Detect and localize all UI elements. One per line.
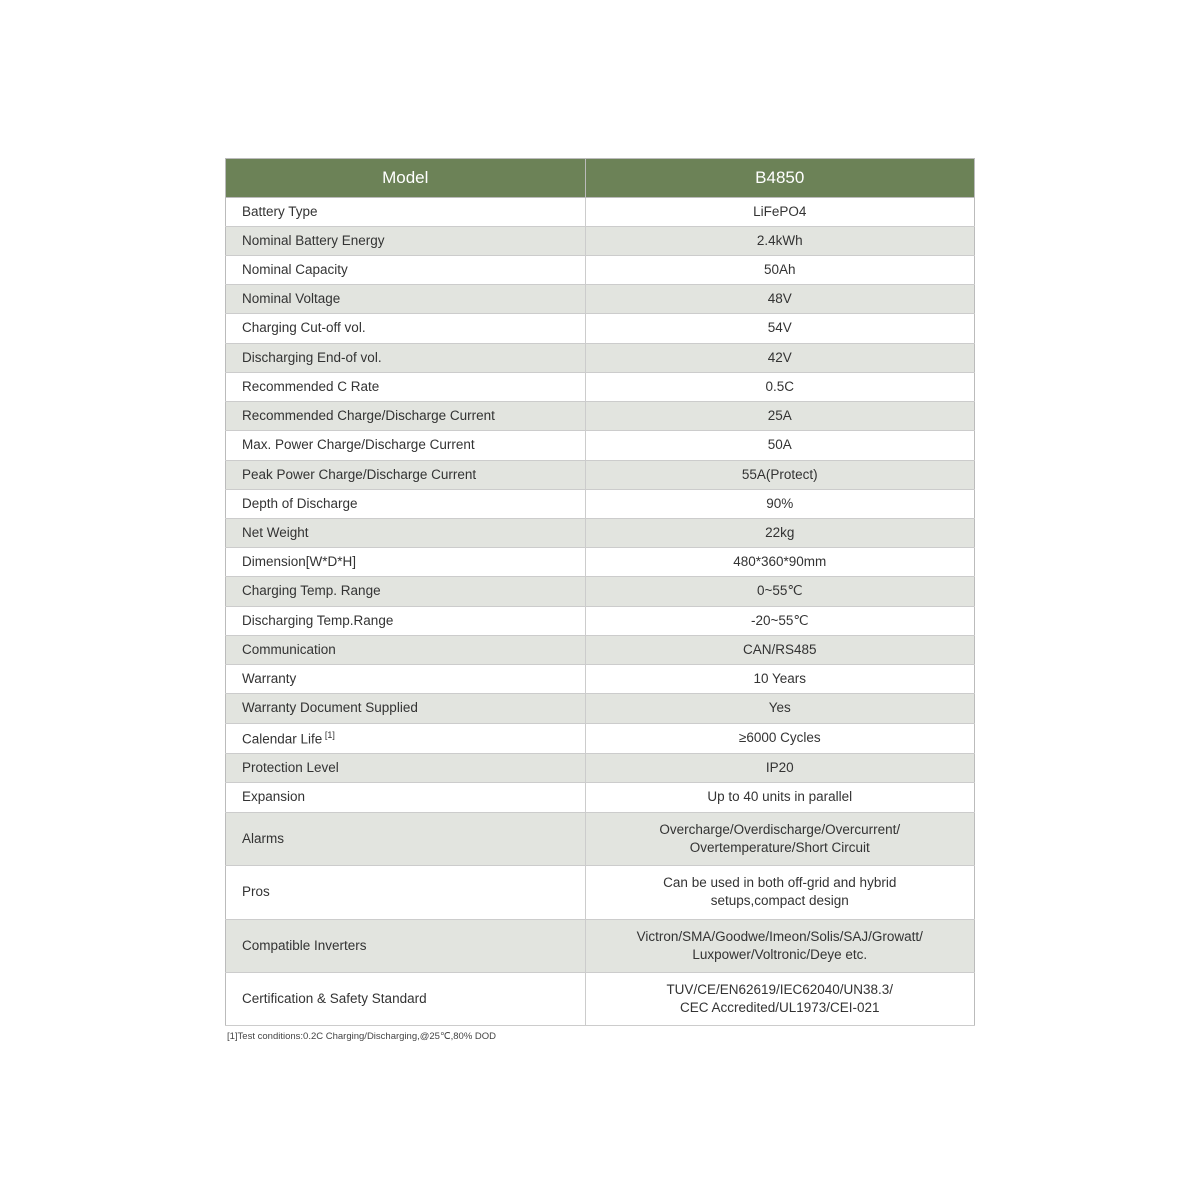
row-value: 25A — [585, 402, 974, 431]
table-header-row: Model B4850 — [226, 158, 975, 197]
row-label: Communication — [226, 635, 586, 664]
row-label: Certification & Safety Standard — [226, 972, 586, 1025]
row-label: Warranty — [226, 665, 586, 694]
row-value: IP20 — [585, 754, 974, 783]
table-row: Calendar Life [1]≥6000 Cycles — [226, 723, 975, 754]
table-row: Protection LevelIP20 — [226, 754, 975, 783]
row-label: Dimension[W*D*H] — [226, 548, 586, 577]
row-value: 55A(Protect) — [585, 460, 974, 489]
row-value: 0~55℃ — [585, 577, 974, 606]
table-row: Discharging End-of vol.42V — [226, 343, 975, 372]
table-row: Charging Cut-off vol.54V — [226, 314, 975, 343]
footnote: [1]Test conditions:0.2C Charging/Dischar… — [225, 1031, 975, 1042]
row-value: 54V — [585, 314, 974, 343]
row-value: Yes — [585, 694, 974, 723]
row-label: Pros — [226, 866, 586, 919]
table-row: Certification & Safety StandardTUV/CE/EN… — [226, 972, 975, 1025]
table-row: CommunicationCAN/RS485 — [226, 635, 975, 664]
table-row: Peak Power Charge/Discharge Current55A(P… — [226, 460, 975, 489]
row-value: 0.5C — [585, 372, 974, 401]
table-row: Discharging Temp.Range-20~55℃ — [226, 606, 975, 635]
spec-table: Model B4850 Battery TypeLiFePO4Nominal B… — [225, 158, 975, 1027]
row-label: Expansion — [226, 783, 586, 812]
row-value: 50A — [585, 431, 974, 460]
row-value: 480*360*90mm — [585, 548, 974, 577]
table-row: Max. Power Charge/Discharge Current50A — [226, 431, 975, 460]
row-value: LiFePO4 — [585, 197, 974, 226]
row-value: 10 Years — [585, 665, 974, 694]
superscript: [1] — [322, 730, 335, 740]
table-row: Recommended C Rate0.5C — [226, 372, 975, 401]
table-row: Compatible InvertersVictron/SMA/Goodwe/I… — [226, 919, 975, 972]
row-value: 22kg — [585, 518, 974, 547]
row-label: Alarms — [226, 812, 586, 865]
table-body: Battery TypeLiFePO4Nominal Battery Energ… — [226, 197, 975, 1026]
table-row: Nominal Battery Energy2.4kWh — [226, 226, 975, 255]
row-value: TUV/CE/EN62619/IEC62040/UN38.3/CEC Accre… — [585, 972, 974, 1025]
row-value: Victron/SMA/Goodwe/Imeon/Solis/SAJ/Growa… — [585, 919, 974, 972]
row-value: Overcharge/Overdischarge/Overcurrent/Ove… — [585, 812, 974, 865]
table-row: Net Weight22kg — [226, 518, 975, 547]
table-row: Warranty Document SuppliedYes — [226, 694, 975, 723]
row-value: 50Ah — [585, 256, 974, 285]
row-label: Compatible Inverters — [226, 919, 586, 972]
row-label: Protection Level — [226, 754, 586, 783]
row-label: Depth of Discharge — [226, 489, 586, 518]
row-label: Recommended C Rate — [226, 372, 586, 401]
row-label: Battery Type — [226, 197, 586, 226]
row-value: 2.4kWh — [585, 226, 974, 255]
row-label: Charging Temp. Range — [226, 577, 586, 606]
row-label: Net Weight — [226, 518, 586, 547]
row-label: Discharging End-of vol. — [226, 343, 586, 372]
row-value: 42V — [585, 343, 974, 372]
table-row: AlarmsOvercharge/Overdischarge/Overcurre… — [226, 812, 975, 865]
row-label: Charging Cut-off vol. — [226, 314, 586, 343]
spec-table-container: Model B4850 Battery TypeLiFePO4Nominal B… — [225, 158, 975, 1027]
table-row: Nominal Capacity50Ah — [226, 256, 975, 285]
table-row: Recommended Charge/Discharge Current25A — [226, 402, 975, 431]
row-value: ≥6000 Cycles — [585, 723, 974, 754]
row-value: Can be used in both off-grid and hybrids… — [585, 866, 974, 919]
row-value: -20~55℃ — [585, 606, 974, 635]
row-label: Calendar Life [1] — [226, 723, 586, 754]
header-model: Model — [226, 158, 586, 197]
table-row: Nominal Voltage48V — [226, 285, 975, 314]
table-row: Dimension[W*D*H]480*360*90mm — [226, 548, 975, 577]
row-label: Nominal Capacity — [226, 256, 586, 285]
table-row: Warranty10 Years — [226, 665, 975, 694]
row-label: Recommended Charge/Discharge Current — [226, 402, 586, 431]
table-row: Battery TypeLiFePO4 — [226, 197, 975, 226]
row-label: Max. Power Charge/Discharge Current — [226, 431, 586, 460]
row-value: 48V — [585, 285, 974, 314]
row-value: CAN/RS485 — [585, 635, 974, 664]
row-value: Up to 40 units in parallel — [585, 783, 974, 812]
row-label: Discharging Temp.Range — [226, 606, 586, 635]
table-row: Depth of Discharge90% — [226, 489, 975, 518]
table-row: ExpansionUp to 40 units in parallel — [226, 783, 975, 812]
row-value: 90% — [585, 489, 974, 518]
header-value: B4850 — [585, 158, 974, 197]
row-label: Peak Power Charge/Discharge Current — [226, 460, 586, 489]
table-row: ProsCan be used in both off-grid and hyb… — [226, 866, 975, 919]
row-label: Warranty Document Supplied — [226, 694, 586, 723]
row-label: Nominal Battery Energy — [226, 226, 586, 255]
table-row: Charging Temp. Range0~55℃ — [226, 577, 975, 606]
row-label: Nominal Voltage — [226, 285, 586, 314]
